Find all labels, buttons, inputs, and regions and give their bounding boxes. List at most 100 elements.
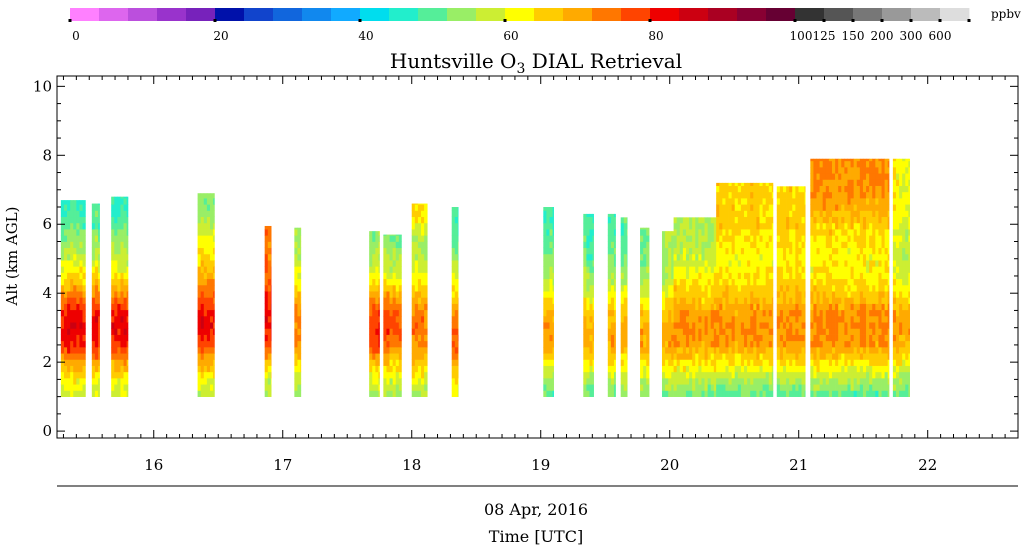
ozone-cell [457,241,459,249]
ozone-cell [206,346,211,354]
ozone-cell [213,378,215,385]
ozone-cell [82,260,86,267]
ozone-cell [816,340,820,348]
ozone-cell [689,353,693,360]
ozone-cell [623,384,628,391]
ozone-cell [646,260,650,267]
ozone-cell [756,185,760,193]
ozone-cell [838,390,842,397]
ozone-cell [816,173,820,180]
ozone-cell [779,303,784,311]
ozone-cell [813,303,817,311]
ozone-cell [768,359,773,366]
ozone-cell [892,222,897,230]
ozone-cell [209,291,214,298]
ozone-cell [881,303,885,311]
ozone-cell [417,204,422,211]
ozone-cell [771,191,774,199]
ozone-cell [424,378,428,385]
ozone-cell [417,315,422,323]
ozone-cell [825,278,830,286]
ozone-cell [679,359,684,366]
ozone-cell [698,217,702,224]
ozone-cell [60,210,65,218]
ozone-cell [209,315,214,323]
ozone-cell [668,346,672,354]
ozone-cell [822,328,827,335]
ozone-cell [592,309,594,317]
ozone-cell [267,266,272,273]
ozone-cell [798,191,802,199]
ozone-cell [759,297,763,304]
ozone-cell [73,291,77,298]
ozone-cell [389,378,393,385]
ozone-cell [704,253,708,261]
ozone-cell [869,241,873,249]
ozone-cell [91,247,96,255]
ozone-cell [692,378,696,385]
ozone-cell [750,198,754,205]
ozone-cell [126,266,129,273]
ozone-cell [79,216,83,224]
ozone-cell [117,229,121,236]
ozone-cell [209,353,214,360]
ozone-cell [685,297,690,304]
ozone-cell [782,191,787,199]
ozone-cell [79,253,83,261]
ozone-cell [825,160,830,168]
ozone-cell [908,359,910,366]
ozone-cell [908,247,910,255]
ozone-cell [713,365,717,373]
ozone-cell [454,328,459,335]
ozone-cell [414,241,419,249]
ozone-cell [838,359,842,366]
ozone-cell [117,390,121,397]
ozone-cell [123,284,128,292]
ozone-cell [786,328,790,335]
ozone-cell [902,378,906,385]
ozone-cell [398,260,402,267]
ozone-cell [451,371,456,379]
ozone-cell [626,297,628,304]
ozone-cell [737,384,742,391]
ozone-cell [94,260,99,267]
ozone-cell [392,260,397,267]
ozone-cell [73,378,77,385]
ozone-cell [887,191,890,199]
ozone-cell [908,309,910,317]
ozone-cell [60,315,65,323]
ozone-cell [771,353,774,360]
ozone-cell [668,253,672,261]
ozone-cell [117,353,121,360]
ozone-cell [451,235,456,242]
ozone-cell [737,346,742,354]
ozone-cell [626,241,628,249]
ozone-cell [698,328,702,335]
ozone-cell [866,359,870,366]
ozone-cell [209,247,214,255]
ozone-cell [902,241,906,249]
ozone-cell [810,390,814,397]
ozone-cell [734,340,739,348]
ozone-cell [819,353,824,360]
ozone-cell [623,241,628,249]
ozone-cell [887,384,890,391]
ozone-cell [640,315,644,323]
ozone-cell [869,334,873,342]
ozone-cell [197,297,202,304]
ozone-cell [692,222,696,230]
ozone-cell [583,378,587,385]
ozone-cell [626,291,628,298]
ozone-cell [213,253,215,261]
ozone-cell [728,365,732,373]
ozone-cell [725,334,729,342]
ozone-cell [759,384,763,391]
ozone-cell [79,390,83,397]
ozone-cell [798,278,802,286]
ozone-cell [771,334,774,342]
ozone-cell [213,353,215,360]
ozone-cell [859,315,864,323]
ozone-cell [123,266,128,273]
ozone-cell [421,247,425,255]
ozone-cell [859,334,864,342]
